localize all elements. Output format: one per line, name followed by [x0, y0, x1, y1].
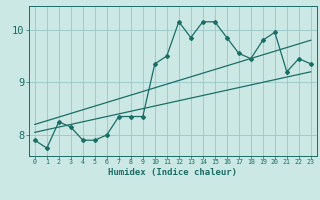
X-axis label: Humidex (Indice chaleur): Humidex (Indice chaleur) [108, 168, 237, 177]
